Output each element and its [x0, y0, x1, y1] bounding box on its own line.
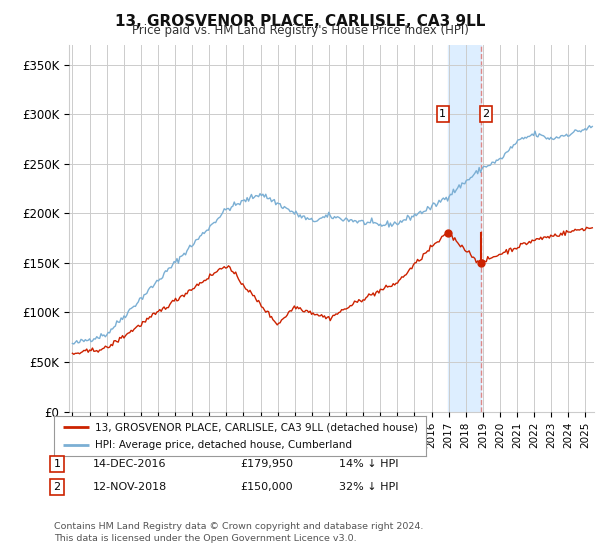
Text: Price paid vs. HM Land Registry's House Price Index (HPI): Price paid vs. HM Land Registry's House …: [131, 24, 469, 36]
Text: 13, GROSVENOR PLACE, CARLISLE, CA3 9LL: 13, GROSVENOR PLACE, CARLISLE, CA3 9LL: [115, 14, 485, 29]
Text: 32% ↓ HPI: 32% ↓ HPI: [339, 482, 398, 492]
Text: 2: 2: [482, 109, 490, 119]
Text: 12-NOV-2018: 12-NOV-2018: [93, 482, 167, 492]
Text: 1: 1: [53, 459, 61, 469]
Text: 14% ↓ HPI: 14% ↓ HPI: [339, 459, 398, 469]
Text: £179,950: £179,950: [240, 459, 293, 469]
Text: HPI: Average price, detached house, Cumberland: HPI: Average price, detached house, Cumb…: [95, 440, 352, 450]
Text: 2: 2: [53, 482, 61, 492]
Text: Contains HM Land Registry data © Crown copyright and database right 2024.
This d: Contains HM Land Registry data © Crown c…: [54, 522, 424, 543]
Bar: [448, 45, 481, 412]
Text: 1: 1: [439, 109, 446, 119]
Text: £150,000: £150,000: [240, 482, 293, 492]
Text: 14-DEC-2016: 14-DEC-2016: [93, 459, 167, 469]
Text: 13, GROSVENOR PLACE, CARLISLE, CA3 9LL (detached house): 13, GROSVENOR PLACE, CARLISLE, CA3 9LL (…: [95, 422, 418, 432]
